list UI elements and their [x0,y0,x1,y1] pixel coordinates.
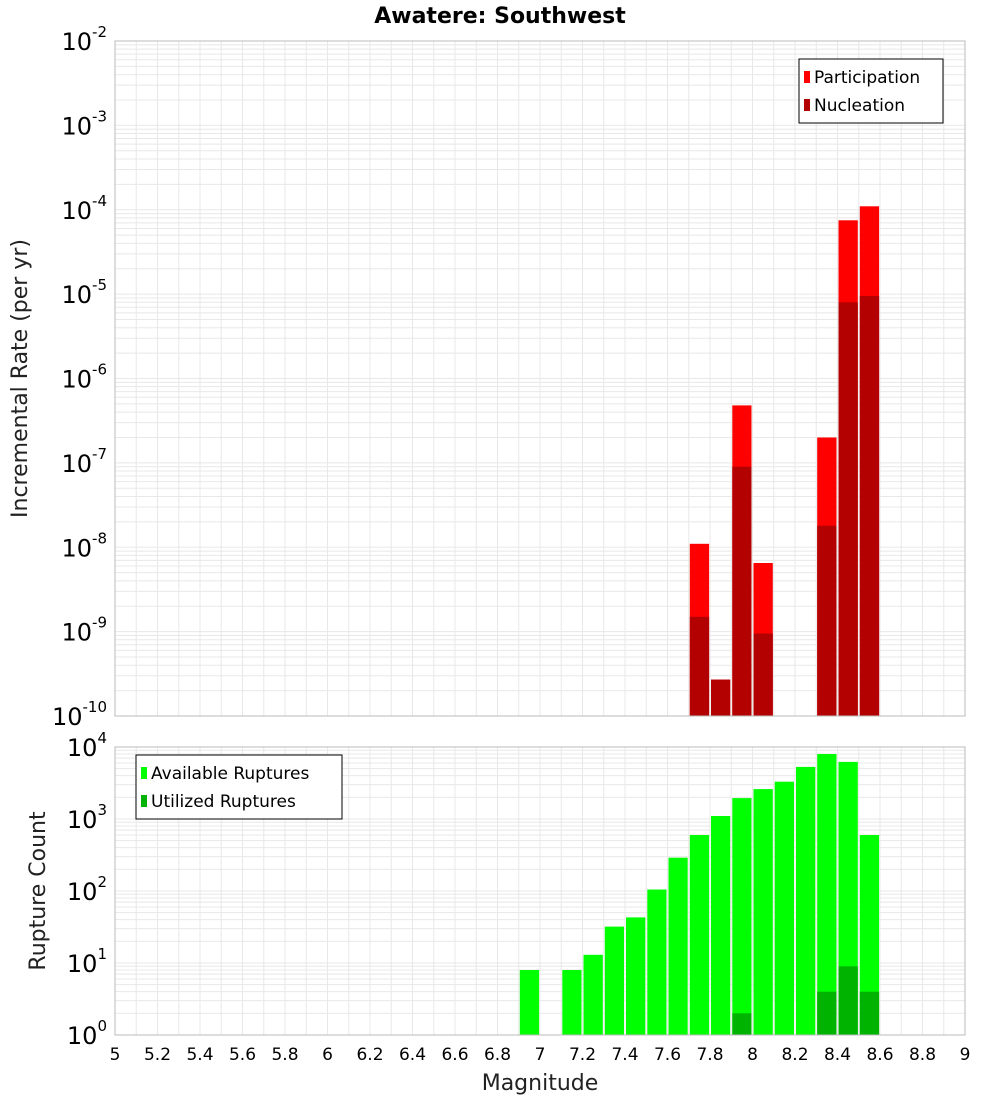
legend-box [135,754,343,820]
legend-box [798,58,944,124]
bar-available-ruptures [689,835,710,1035]
bar-available-ruptures [711,816,731,1035]
rate-legend: Participation Nucleation [798,58,944,124]
x-tick-label: 8.4 [824,1045,851,1065]
bar-nucleation [817,525,837,716]
x-tick-label: 7.4 [611,1045,638,1065]
legend-label: Utilized Ruptures [151,792,296,812]
y-tick-label: 10-9 [61,614,107,647]
x-tick-label: 5.2 [144,1045,171,1065]
bar-available-ruptures [668,857,688,1035]
y-tick-label: 102 [67,873,107,906]
bar-utilized-ruptures [732,1013,752,1035]
rate-bars [689,206,880,717]
x-tick-label: 6.6 [441,1045,468,1065]
bar-nucleation [732,466,752,716]
legend-swatch [141,767,147,779]
count-plot-border [114,746,966,1036]
bar-nucleation [859,296,880,716]
y-tick-label: 104 [67,729,107,762]
x-tick-label: 7.6 [654,1045,681,1065]
bar-nucleation [838,302,858,716]
bar-utilized-ruptures [817,991,837,1035]
count-y-ticks: 104 103 102 101 100 [67,729,107,1050]
bar-available-ruptures [774,781,794,1035]
bar-available-ruptures [604,926,624,1035]
legend-label: Participation [814,68,920,88]
y-tick-label: 10-3 [61,107,107,140]
count-bars [519,754,880,1035]
x-tick-label: 7.8 [696,1045,723,1065]
count-y-axis-label: Rupture Count [26,811,51,971]
y-tick-label: 101 [67,945,107,978]
bar-available-ruptures [626,917,646,1035]
y-tick-label: 10-10 [52,698,107,731]
bar-available-ruptures [859,835,880,1035]
x-tick-label: 9 [960,1045,971,1065]
legend-label: Available Ruptures [151,764,309,784]
count-legend: Available Ruptures Utilized Ruptures [135,754,343,820]
x-tick-label: 7.2 [569,1045,596,1065]
x-tick-label: 6 [322,1045,333,1065]
rate-y-ticks: 10-2 10-3 10-4 10-5 10-6 10-7 10-8 10-9 10-10 [52,23,107,731]
chart-title: Awatere: Southwest [374,4,626,29]
legend-swatch [804,99,810,111]
bar-nucleation [689,616,710,716]
x-tick-label: 7 [535,1045,546,1065]
x-tick-label: 8.6 [866,1045,893,1065]
x-axis-label: Magnitude [482,1071,599,1096]
bar-available-ruptures [817,754,837,1035]
x-tick-label: 6.4 [399,1045,426,1065]
bar-available-ruptures [562,970,582,1035]
y-tick-label: 10-8 [61,529,107,562]
legend-swatch [804,71,810,83]
y-tick-label: 100 [67,1017,107,1050]
rate-grid [114,41,966,717]
x-tick-label: 8.2 [781,1045,808,1065]
y-tick-label: 10-2 [61,23,107,56]
bar-available-ruptures [519,970,540,1035]
legend-swatch [141,795,147,807]
bar-available-ruptures [796,766,816,1035]
x-tick-label: 8.8 [909,1045,936,1065]
bar-available-ruptures [732,798,752,1035]
x-tick-label: 5.6 [229,1045,256,1065]
bar-available-ruptures [647,889,667,1035]
x-tick-label: 6.2 [356,1045,383,1065]
count-panel: 104 103 102 101 100 5 5.2 5.4 5.6 5.8 6 6.2 6.4 6.6 6… [26,729,970,1096]
bar-nucleation [711,679,731,716]
bar-available-ruptures [583,954,603,1035]
x-ticks: 5 5.2 5.4 5.6 5.8 6 6.2 6.4 6.6 6.8 7 7.2 7.4 7.6 7.8 8… [110,1045,971,1065]
bar-utilized-ruptures [859,991,880,1035]
y-tick-label: 103 [67,801,107,834]
rate-plot-border [114,40,966,717]
x-tick-label: 5.4 [186,1045,213,1065]
y-tick-label: 10-6 [61,361,107,394]
x-tick-label: 5.8 [271,1045,298,1065]
y-tick-label: 10-4 [61,192,107,225]
bar-available-ruptures [753,789,773,1035]
x-tick-label: 6.8 [484,1045,511,1065]
x-tick-label: 5 [110,1045,121,1065]
bar-nucleation [753,633,773,716]
bar-utilized-ruptures [838,966,858,1035]
rate-panel: 10-2 10-3 10-4 10-5 10-6 10-7 10-8 10-9 10-10 In… [8,23,966,731]
legend-label: Nucleation [814,96,905,116]
x-tick-label: 8 [747,1045,758,1065]
y-tick-label: 10-7 [61,445,107,478]
rate-y-axis-label: Incremental Rate (per yr) [8,239,33,518]
y-tick-label: 10-5 [61,276,107,309]
